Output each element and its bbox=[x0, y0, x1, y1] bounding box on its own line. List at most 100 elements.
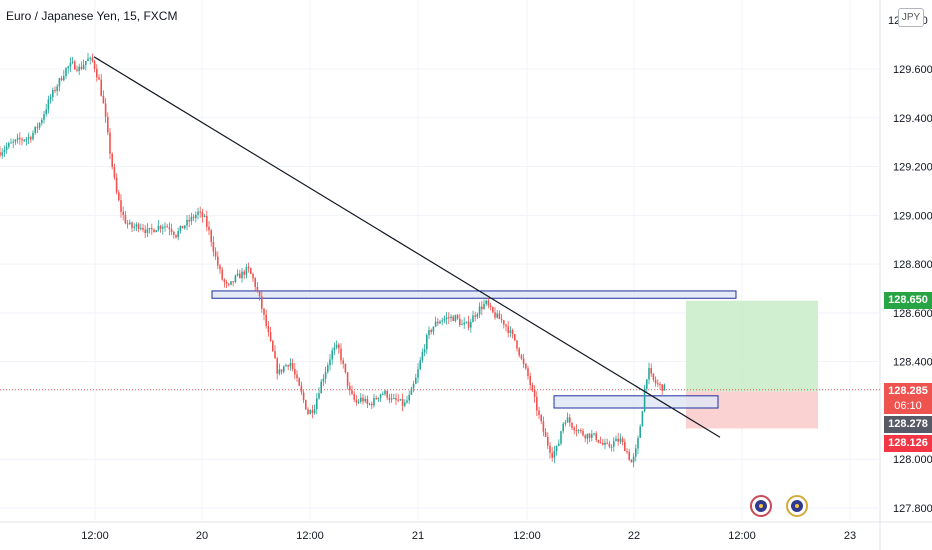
candle-body bbox=[294, 368, 296, 375]
candle-body bbox=[648, 367, 650, 380]
candle-body bbox=[256, 286, 259, 292]
candle-body bbox=[104, 103, 107, 117]
target-price-label: 128.650 bbox=[884, 292, 932, 309]
candle-body bbox=[278, 369, 281, 374]
candle-body bbox=[247, 266, 250, 269]
candle-body bbox=[243, 271, 245, 275]
candle-body bbox=[527, 368, 529, 376]
candle-body bbox=[214, 251, 217, 257]
candle-body bbox=[118, 192, 120, 201]
candle-body bbox=[184, 225, 186, 229]
economic-event-icon[interactable] bbox=[786, 495, 808, 517]
candle-body bbox=[254, 278, 256, 287]
candle-body bbox=[96, 68, 98, 78]
y-tick-label: 128.600 bbox=[893, 308, 932, 320]
candle-body bbox=[492, 307, 494, 313]
candle-body bbox=[146, 228, 149, 233]
candle-body bbox=[263, 308, 265, 315]
candle-body bbox=[610, 446, 613, 448]
y-tick-label: 129.000 bbox=[893, 210, 932, 222]
candle-body bbox=[544, 431, 547, 438]
x-tick-label: 21 bbox=[412, 530, 424, 542]
currency-button[interactable]: JPY bbox=[898, 8, 924, 27]
support-box bbox=[553, 395, 719, 409]
candle-body bbox=[439, 321, 441, 324]
candle-body bbox=[401, 399, 404, 406]
candle-body bbox=[54, 89, 56, 91]
candle-body bbox=[437, 321, 439, 324]
x-tick-label: 22 bbox=[628, 530, 640, 542]
candle-body bbox=[415, 377, 417, 384]
candle-body bbox=[206, 216, 208, 227]
candle-body bbox=[41, 119, 43, 124]
candle-body bbox=[476, 314, 479, 317]
candle-body bbox=[489, 305, 492, 308]
candle-body bbox=[296, 374, 298, 379]
candle-body bbox=[346, 372, 349, 386]
candle-body bbox=[364, 398, 366, 402]
candle-body bbox=[632, 456, 635, 463]
candle-body bbox=[577, 430, 580, 432]
candle-body bbox=[0, 151, 1, 156]
candle-body bbox=[441, 320, 443, 322]
candle-body bbox=[186, 219, 188, 226]
candle-body bbox=[360, 397, 362, 402]
candle-body bbox=[626, 451, 628, 453]
candle-body bbox=[412, 383, 415, 389]
candle-body bbox=[71, 61, 74, 63]
candle-body bbox=[450, 316, 452, 319]
x-tick-label: 20 bbox=[196, 530, 208, 542]
event-icons[interactable] bbox=[750, 495, 808, 517]
candle-body bbox=[397, 399, 399, 401]
candle-body bbox=[597, 439, 600, 443]
drawn-boxes[interactable] bbox=[211, 290, 737, 409]
candle-body bbox=[305, 400, 307, 410]
candle-body bbox=[91, 57, 94, 61]
candle-body bbox=[474, 315, 476, 317]
candle-body bbox=[384, 390, 386, 395]
candle-body bbox=[258, 291, 261, 297]
candle-body bbox=[465, 321, 468, 323]
candle-body bbox=[643, 388, 646, 412]
calendar-event-icon[interactable] bbox=[750, 495, 772, 517]
candle-body bbox=[329, 359, 331, 366]
candle-body bbox=[265, 314, 267, 326]
candle-body bbox=[45, 109, 47, 115]
resistance-box bbox=[211, 290, 737, 299]
candle-body bbox=[333, 347, 336, 351]
candle-body bbox=[124, 214, 127, 224]
candle-body bbox=[575, 430, 578, 432]
trendline-layer[interactable] bbox=[93, 56, 721, 438]
candle-body bbox=[340, 348, 342, 361]
candle-body bbox=[74, 61, 76, 70]
candle-body bbox=[547, 437, 549, 446]
current-price-value: 128.285 bbox=[888, 385, 928, 397]
candle-body bbox=[173, 232, 175, 235]
candle-body bbox=[302, 392, 305, 401]
candle-body bbox=[311, 410, 314, 413]
candle-body bbox=[133, 226, 135, 228]
candle-body bbox=[212, 241, 215, 252]
candle-body bbox=[164, 226, 166, 228]
chart-title: Euro / Japanese Yen, 15, FXCM bbox=[6, 9, 178, 23]
candle-body bbox=[155, 230, 157, 233]
candle-body bbox=[291, 363, 294, 369]
candle-body bbox=[606, 442, 608, 444]
candle-body bbox=[27, 137, 30, 139]
candle-body bbox=[463, 322, 465, 325]
candle-body bbox=[25, 138, 28, 140]
candle-body bbox=[252, 273, 254, 279]
candle-body bbox=[485, 300, 487, 304]
candle-body bbox=[621, 438, 624, 442]
candle-body bbox=[210, 230, 212, 242]
candle-body bbox=[659, 384, 661, 386]
candle-body bbox=[637, 437, 639, 449]
candle-body bbox=[89, 57, 91, 59]
candle-body bbox=[100, 79, 102, 96]
candle-body bbox=[239, 273, 241, 279]
candle-body bbox=[307, 409, 309, 414]
candle-body bbox=[102, 95, 105, 104]
candle-body bbox=[14, 139, 17, 142]
candle-body bbox=[115, 177, 118, 193]
